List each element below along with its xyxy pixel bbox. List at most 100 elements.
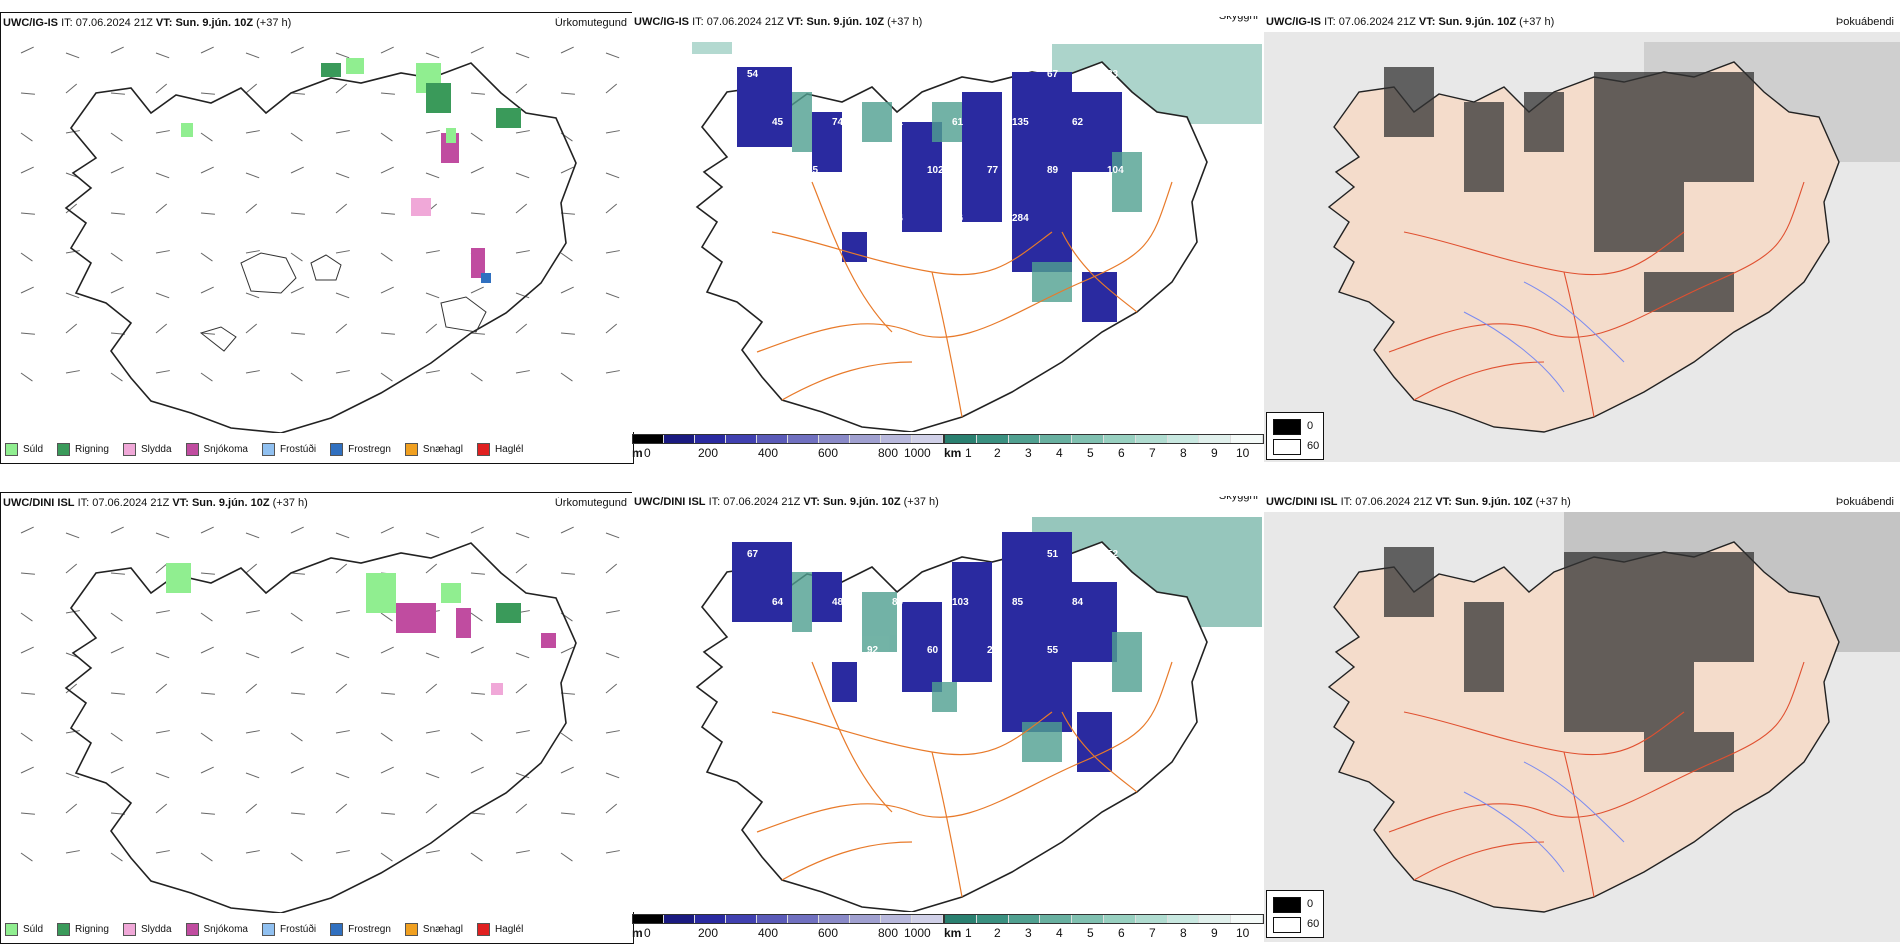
- wind-barb: [245, 370, 260, 374]
- wind-barb: [335, 730, 350, 734]
- visibility-tick: 7: [1149, 926, 1156, 940]
- wind-barb: [245, 52, 260, 59]
- wind-barb: [425, 172, 440, 179]
- ceiling-value-label: 55: [867, 549, 879, 560]
- ceiling-tick: 400: [758, 446, 779, 460]
- wind-barb: [245, 652, 260, 659]
- wind-barb: [200, 572, 215, 575]
- wind-barb: [515, 83, 528, 94]
- wind-barb: [155, 83, 168, 94]
- legend-label: Haglél: [494, 923, 524, 935]
- wind-barb: [335, 610, 350, 614]
- ceiling-value-label: 71: [1132, 597, 1144, 608]
- wind-barb: [470, 766, 484, 774]
- wind-barb: [560, 212, 575, 215]
- legend-item: Snæhagl: [404, 442, 463, 456]
- wind-barb: [515, 323, 528, 334]
- wind-barb: [20, 332, 35, 335]
- wind-barb: [200, 286, 214, 294]
- ceiling-value-label: 142: [807, 645, 824, 656]
- ceiling-tick: 200: [698, 926, 719, 940]
- ceiling-value-label: 84: [1072, 597, 1084, 608]
- wind-barb: [560, 812, 575, 815]
- wind-barb: [470, 92, 485, 95]
- ceiling-tick: 1000: [904, 446, 931, 460]
- wind-barb: [290, 852, 303, 862]
- visibility-tick: 3: [1025, 926, 1032, 940]
- wind-barb: [155, 323, 168, 334]
- ceiling-value-label: 59: [987, 69, 999, 80]
- wind-barb: [335, 683, 348, 694]
- legend-label: Snæhagl: [422, 443, 463, 455]
- wind-barb: [20, 46, 34, 54]
- legend-swatch: [261, 442, 275, 456]
- wind-barb: [20, 692, 35, 695]
- product-type: Skyggni: [1218, 16, 1258, 22]
- ceiling-value-label: 89: [1047, 165, 1059, 176]
- legend-item: Snjókoma: [185, 922, 248, 936]
- ceiling-value-label: 85: [807, 165, 819, 176]
- wind-barb: [245, 850, 260, 854]
- legend-item: Snæhagl: [404, 922, 463, 936]
- legend-swatch: [122, 442, 136, 456]
- ceiling-value-label: 141: [747, 645, 764, 656]
- wind-barb: [65, 683, 78, 694]
- wind-barb: [20, 732, 33, 742]
- ceiling-value-label: 55: [1047, 645, 1059, 656]
- fog-legend-top: 0 60: [1266, 412, 1324, 460]
- wind-barb: [110, 692, 125, 695]
- model-name: UWC/DINI ISL: [1266, 496, 1338, 508]
- wind-barb: [470, 692, 485, 695]
- visibility-tick: 2: [994, 446, 1001, 460]
- wind-barb: [20, 132, 33, 142]
- legend-label: Haglél: [494, 443, 524, 455]
- fog-shading: [1384, 67, 1754, 312]
- wind-barb: [380, 732, 393, 742]
- wind-barb: [155, 52, 170, 59]
- product-type: Úrkomutegund: [554, 17, 627, 29]
- wind-barb: [335, 250, 350, 254]
- fog-low-label: 60: [1307, 440, 1320, 452]
- wind-barb: [110, 766, 124, 774]
- visibility-tick: 8: [1180, 446, 1187, 460]
- ceiling-value-label: 61: [952, 117, 964, 128]
- ceiling-value-label: 151: [927, 549, 944, 560]
- wind-barb: [380, 212, 395, 215]
- wind-barb: [605, 563, 618, 574]
- wind-barb: [245, 730, 260, 734]
- iceland-outline: [64, 62, 577, 433]
- wind-barb: [155, 610, 170, 614]
- wind-barb: [425, 730, 440, 734]
- product-type: Þokuábendi: [1835, 496, 1894, 508]
- wind-barb: [560, 732, 573, 742]
- visibility-tick: 10: [1236, 446, 1250, 460]
- ceiling-value-label: 51: [1047, 549, 1059, 560]
- wind-barb: [245, 292, 260, 299]
- wind-barb: [245, 683, 258, 694]
- wind-barb: [155, 370, 170, 374]
- valid-time-label: VT:: [1435, 496, 1452, 508]
- wind-barb: [605, 370, 620, 374]
- wind-barb: [560, 572, 575, 575]
- wind-barb: [290, 732, 303, 742]
- wind-barb: [65, 610, 80, 614]
- legend-label: Súld: [23, 923, 44, 935]
- ceiling-value-label: 56: [952, 213, 964, 224]
- wind-barb: [290, 252, 303, 262]
- wind-barb: [290, 372, 303, 382]
- ceiling-value-label: 54: [747, 69, 759, 80]
- panel-header: UWC/IG-IS IT: 07.06.2024 21Z VT: Sun. 9.…: [3, 17, 629, 31]
- valid-time-label: VT:: [786, 16, 804, 28]
- wind-barb: [20, 166, 34, 174]
- wind-barb: [65, 52, 80, 59]
- wind-barb: [200, 612, 213, 622]
- rivers: [1463, 761, 1625, 873]
- wind-barb: [335, 803, 348, 814]
- valid-time: Sun. 9.jún. 10Z: [175, 17, 254, 29]
- fog-low-label: 60: [1307, 918, 1320, 930]
- wind-barb: [110, 372, 123, 382]
- legend-label: Frostregn: [348, 923, 391, 935]
- wind-barb: [605, 172, 620, 179]
- legend-item: Súld: [5, 922, 44, 936]
- wind-barb: [425, 683, 438, 694]
